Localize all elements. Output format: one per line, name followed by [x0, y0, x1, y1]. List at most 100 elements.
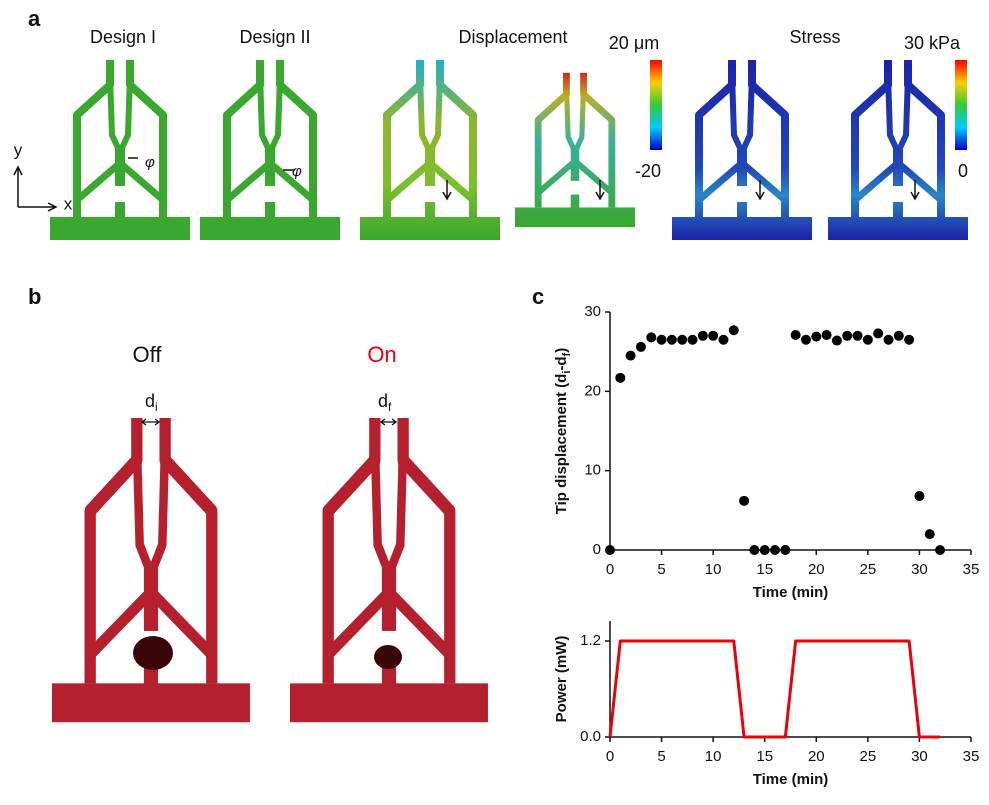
device-structure — [290, 418, 488, 722]
data-point — [646, 332, 656, 342]
map-title: Stress — [789, 27, 840, 47]
data-point — [729, 325, 739, 335]
x-tick-label: 5 — [657, 561, 665, 578]
design-title: Design II — [239, 27, 310, 47]
data-point — [822, 330, 832, 340]
data-point — [677, 335, 687, 345]
data-point — [883, 335, 893, 345]
y-tick-label: 20 — [584, 382, 601, 399]
y-tick-label: 0 — [593, 541, 601, 558]
design-structure — [200, 60, 340, 240]
data-point — [760, 545, 770, 555]
stress-map — [672, 60, 812, 240]
gap-subscript: i — [155, 400, 158, 414]
x-axis-label: Time (min) — [753, 771, 829, 788]
scale-min: 0 — [958, 161, 968, 181]
particle — [133, 636, 173, 670]
panel-label: a — [28, 6, 41, 31]
data-point — [698, 331, 708, 341]
color-bar — [955, 60, 967, 150]
color-bar — [650, 60, 662, 150]
angle-label: φ — [145, 154, 155, 171]
x-tick-label: 35 — [963, 561, 980, 578]
gap-symbol: d — [145, 391, 155, 411]
data-point — [904, 335, 914, 345]
data-point — [925, 529, 935, 539]
device-structure — [52, 418, 250, 722]
x-tick-label: 10 — [705, 561, 722, 578]
data-point — [708, 331, 718, 341]
x-axis-label: Time (min) — [753, 584, 829, 601]
data-point — [791, 330, 801, 340]
data-point — [811, 332, 821, 342]
panel-label: b — [28, 284, 41, 309]
y-tick-label: 1.2 — [580, 632, 601, 649]
x-tick-label: 10 — [705, 748, 722, 765]
data-point — [626, 351, 636, 361]
data-point — [842, 331, 852, 341]
x-tick-label: 25 — [860, 748, 877, 765]
axis-name: x — [64, 194, 73, 213]
scale-min: -20 — [635, 161, 661, 181]
displacement-map — [360, 60, 500, 240]
y-axis-label-part: ) — [553, 348, 570, 353]
gap-symbol: d — [378, 391, 388, 411]
x-tick-label: 20 — [808, 748, 825, 765]
gap-subscript: f — [388, 400, 392, 414]
data-point — [605, 545, 615, 555]
y-tick-label: 30 — [584, 303, 601, 320]
y-axis-label: Tip displacement (di-df) — [553, 348, 573, 515]
gap-label: df — [378, 391, 392, 414]
x-tick-label: 30 — [911, 748, 928, 765]
data-point — [832, 336, 842, 346]
x-tick-label: 15 — [756, 561, 773, 578]
state-label: On — [367, 342, 396, 367]
coord-axes — [14, 167, 56, 211]
x-tick-label: 0 — [606, 561, 614, 578]
power-line — [610, 641, 940, 737]
data-point — [914, 491, 924, 501]
panel-label: c — [532, 284, 544, 309]
x-tick-label: 15 — [756, 748, 773, 765]
design-title: Design I — [90, 27, 156, 47]
y-axis-label-part: Tip displacement (d — [553, 374, 570, 515]
y-axis-label: Power (mW) — [553, 636, 570, 723]
gap-label: di — [145, 391, 158, 414]
scale-max: 20 μm — [609, 33, 659, 53]
data-point — [894, 331, 904, 341]
data-point — [636, 342, 646, 352]
y-tick-label: 10 — [584, 462, 601, 479]
gap-arrows — [142, 419, 396, 425]
device-off — [52, 418, 250, 722]
x-tick-label: 25 — [860, 561, 877, 578]
data-point — [749, 545, 759, 555]
data-point — [667, 335, 677, 345]
state-label: Off — [133, 342, 163, 367]
x-tick-label: 0 — [606, 748, 614, 765]
y-axis-label-part: -d — [553, 356, 570, 370]
displacement-map — [515, 73, 635, 227]
data-point — [739, 496, 749, 506]
x-tick-label: 5 — [657, 748, 665, 765]
stress-map — [828, 60, 968, 240]
data-point — [863, 335, 873, 345]
angle-label: φ — [292, 163, 302, 180]
data-point — [657, 335, 667, 345]
data-point — [615, 373, 625, 383]
data-point — [770, 545, 780, 555]
map-title: Displacement — [458, 27, 567, 47]
x-tick-label: 35 — [963, 748, 980, 765]
axis-name: y — [14, 140, 23, 159]
particle — [374, 645, 402, 669]
x-tick-label: 30 — [911, 561, 928, 578]
scale-max: 30 kPa — [904, 33, 961, 53]
data-point — [801, 335, 811, 345]
x-tick-label: 20 — [808, 561, 825, 578]
y-tick-label: 0.0 — [580, 728, 601, 745]
data-point — [873, 328, 883, 338]
data-point — [853, 331, 863, 341]
figure: a Design I Design II Displacement Stress… — [0, 0, 989, 805]
data-point — [780, 545, 790, 555]
data-point — [935, 545, 945, 555]
device-on — [290, 418, 488, 722]
